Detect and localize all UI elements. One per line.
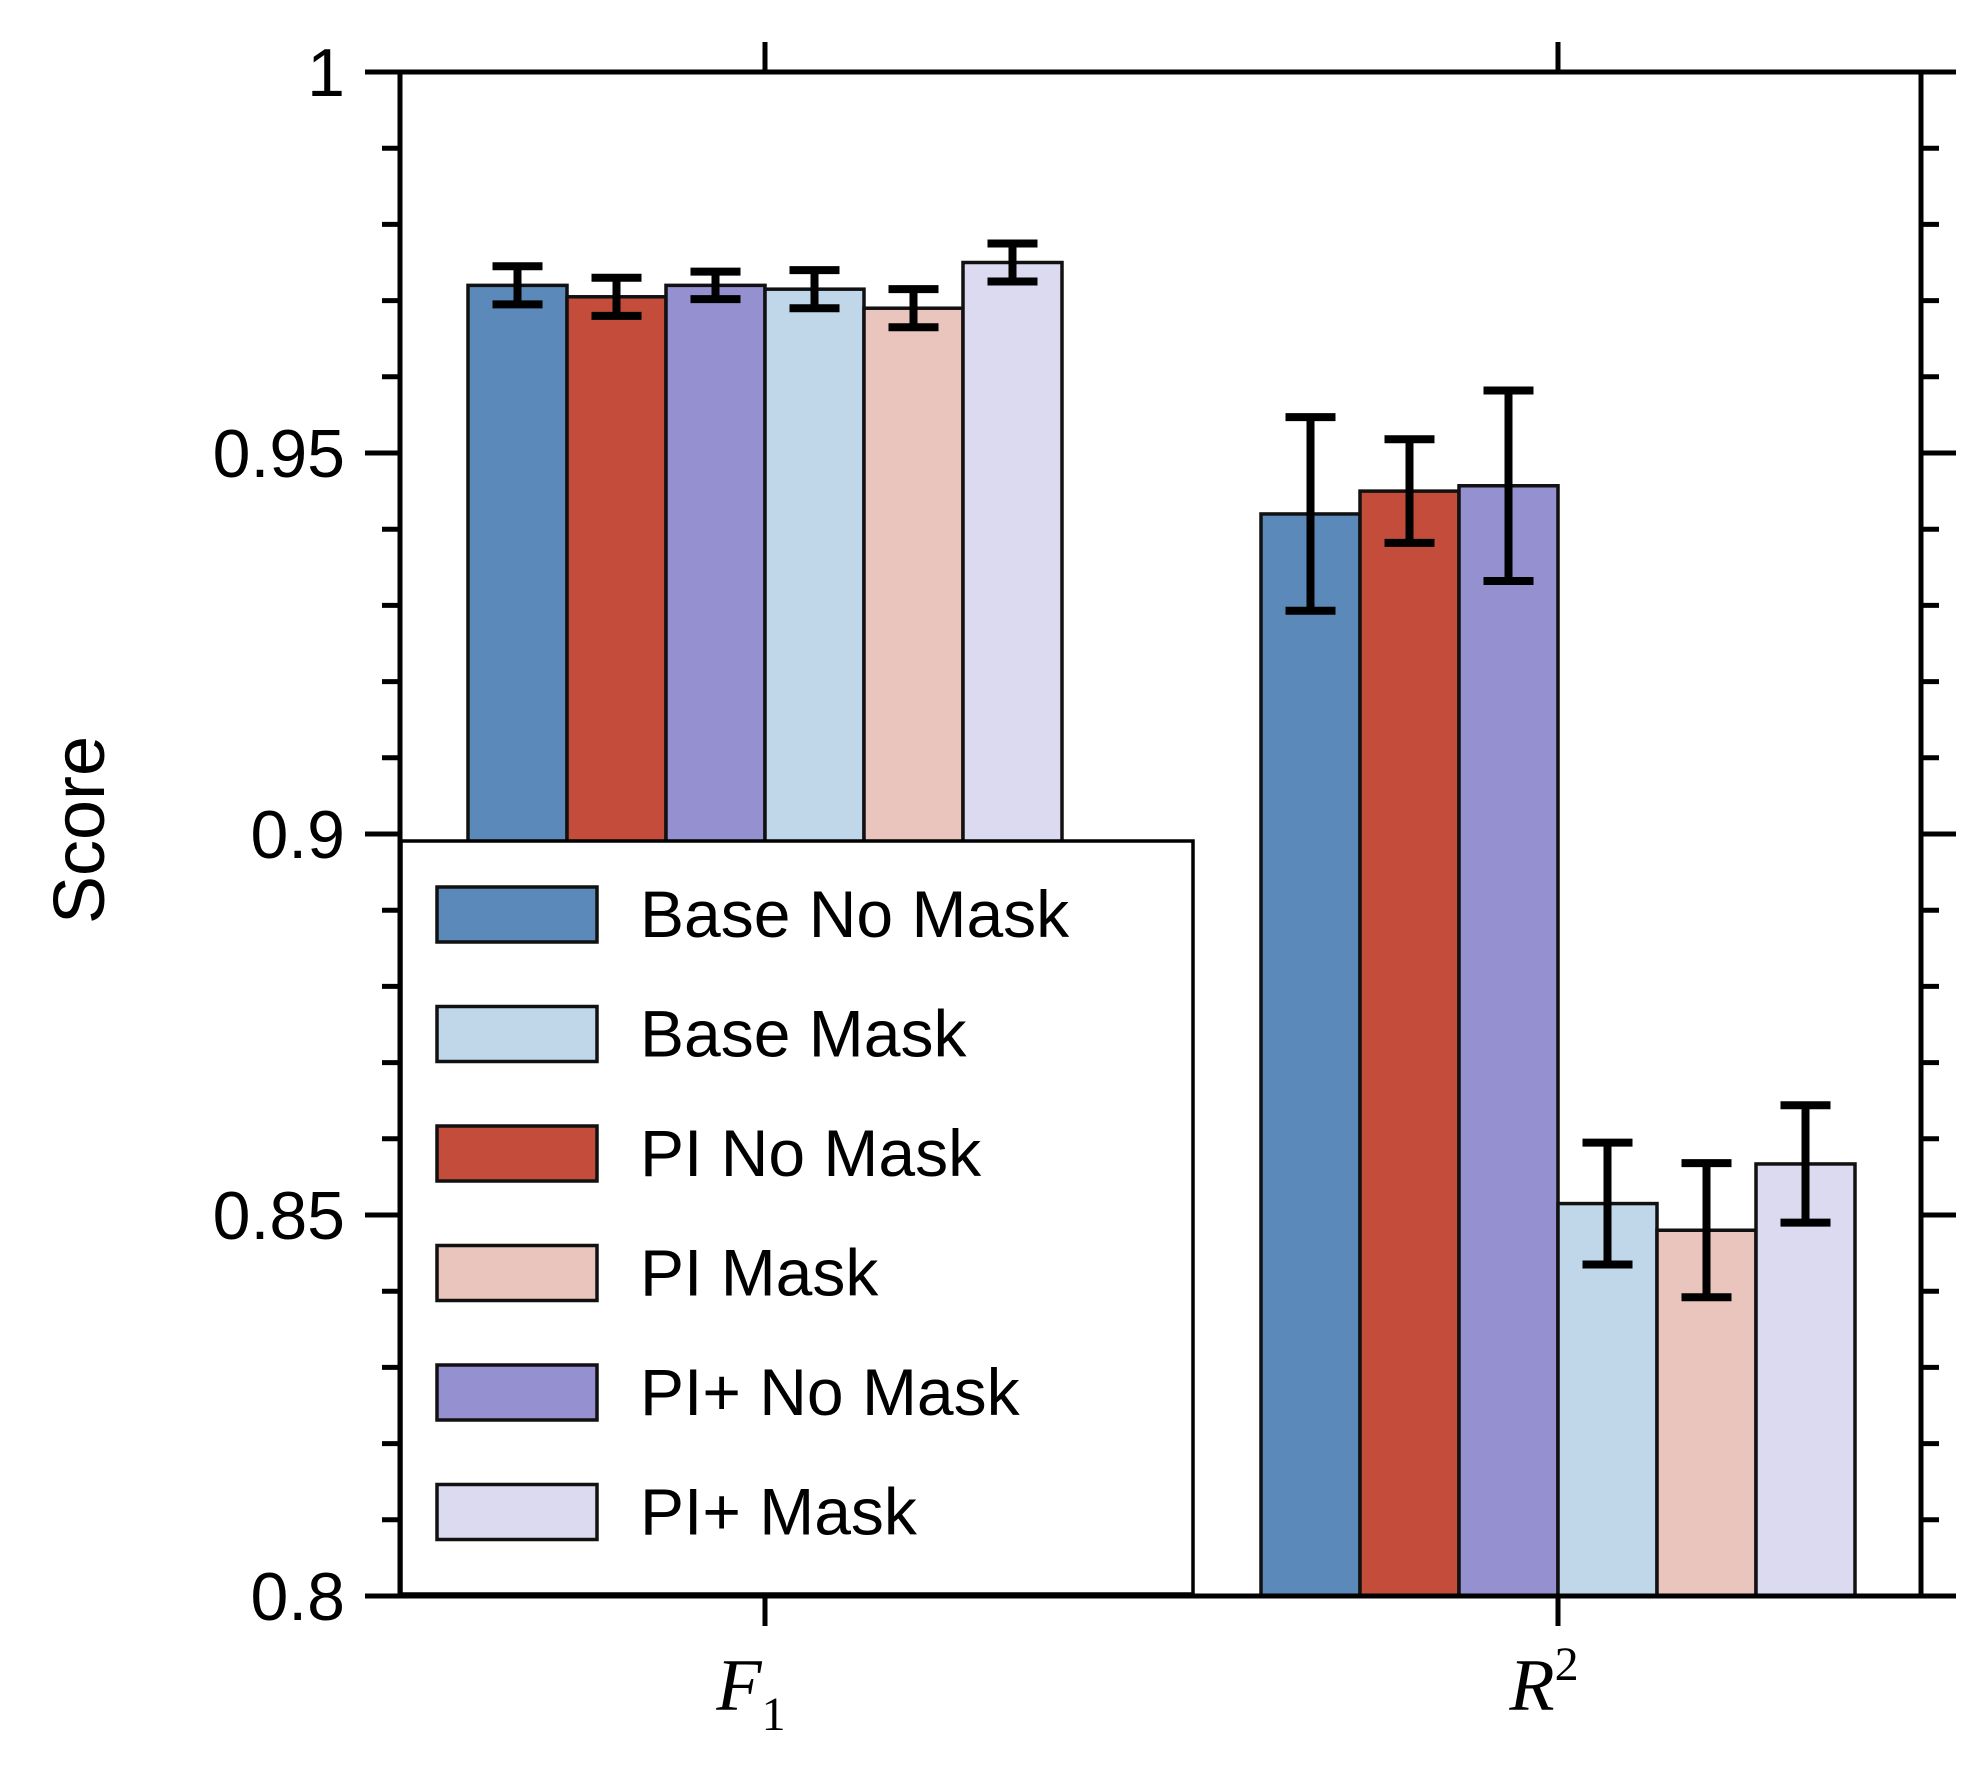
error-bars-layer [492, 239, 1831, 1302]
legend: Base No Mask Base Mask PI No Mask PI Mask PI… [399, 839, 1195, 1596]
bar-pi-plus-mask-group-2 [1754, 1162, 1857, 1598]
y-tick-label: 0.85 [213, 1178, 345, 1254]
legend-swatch-base-no-mask [435, 885, 599, 944]
y-axis-title: Score [40, 736, 120, 924]
legend-swatch-pi-no-mask [435, 1124, 599, 1183]
y-tick-label: 0.8 [250, 1559, 345, 1635]
error-bar-base-no-mask-group-1 [492, 262, 543, 309]
error-bar-pi-plus-mask-group-2 [1780, 1101, 1831, 1227]
bar-base-no-mask-group-2 [1259, 512, 1362, 1598]
error-bar-pi-mask-group-2 [1681, 1159, 1732, 1302]
legend-entry-pi-mask: PI Mask [435, 1236, 879, 1310]
legend-swatch-base-mask [435, 1004, 599, 1064]
legend-swatch-pi-plus-no-mask [435, 1363, 599, 1422]
y-tick-label: 0.95 [213, 416, 345, 492]
legend-label-base-mask: Base Mask [640, 997, 967, 1071]
axis-ticks: 0.8 0.85 0.9 0.95 1 F1 R2 [213, 35, 1956, 1741]
legend-box [399, 839, 1195, 1596]
legend-label-pi-plus-mask: PI+ Mask [640, 1475, 918, 1549]
legend-label-base-no-mask: Base No Mask [640, 877, 1070, 951]
legend-label-pi-plus-no-mask: PI+ No Mask [640, 1355, 1021, 1429]
legend-entry-pi-no-mask: PI No Mask [435, 1116, 982, 1190]
legend-entry-base-no-mask: Base No Mask [435, 877, 1070, 951]
error-bar-base-mask-group-2 [1582, 1138, 1633, 1269]
y-tick-label: 1 [307, 35, 345, 111]
legend-label-pi-mask: PI Mask [640, 1236, 879, 1310]
x-tick-label-2: R2 [1508, 1638, 1578, 1727]
x-tick-label-1: F1 [715, 1645, 785, 1741]
legend-swatch-pi-mask [435, 1243, 599, 1303]
bar-pi-no-mask-group-2 [1358, 489, 1461, 1598]
y-tick-label: 0.9 [250, 797, 345, 873]
error-bar-pi-plus-no-mask-group-1 [690, 267, 741, 304]
error-bar-pi-plus-no-mask-group-2 [1483, 386, 1534, 586]
error-bar-pi-no-mask-group-2 [1384, 435, 1435, 547]
legend-swatch-pi-plus-mask [435, 1482, 599, 1542]
legend-entry-pi-plus-mask: PI+ Mask [435, 1475, 918, 1549]
error-bar-base-no-mask-group-2 [1285, 413, 1336, 615]
legend-entry-base-mask: Base Mask [435, 997, 967, 1071]
legend-label-pi-no-mask: PI No Mask [640, 1116, 982, 1190]
bar-pi-plus-no-mask-group-2 [1457, 484, 1560, 1598]
error-bar-pi-plus-mask-group-1 [987, 239, 1038, 286]
error-bar-pi-mask-group-1 [888, 285, 939, 332]
legend-entry-pi-plus-no-mask: PI+ No Mask [435, 1355, 1021, 1429]
error-bar-pi-no-mask-group-1 [591, 273, 642, 320]
error-bar-base-mask-group-1 [789, 266, 840, 313]
